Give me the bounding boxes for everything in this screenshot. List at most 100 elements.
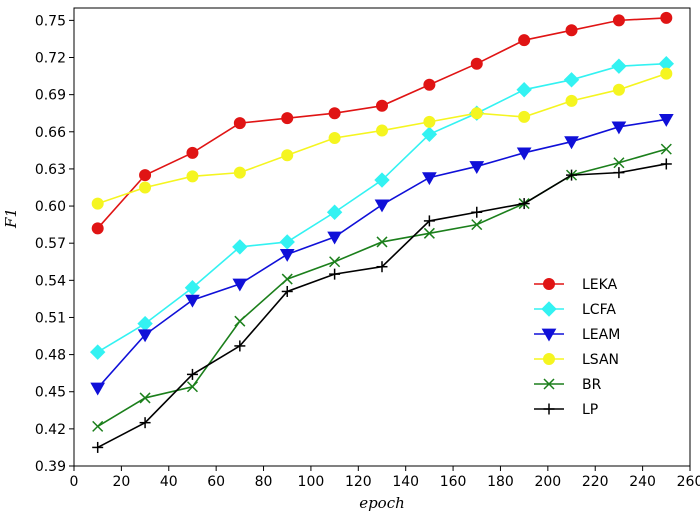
x-tick-label: 0 [70, 474, 79, 490]
data-point-br-stroke [471, 219, 483, 231]
data-point-br [186, 381, 198, 393]
data-point-leka-shape [660, 11, 673, 24]
data-point-lcfa [563, 72, 580, 88]
data-point-leka [565, 24, 578, 37]
data-point-lp [660, 158, 672, 170]
legend-item-lcfa: LCFA [534, 301, 616, 318]
data-point-lp [566, 169, 578, 181]
data-point-leam [516, 147, 532, 161]
data-point-leam [422, 172, 437, 186]
data-point-leka-shape [91, 222, 104, 235]
data-point-leam-shape [611, 121, 627, 135]
data-point-leam [232, 278, 248, 292]
plot-area [89, 11, 675, 453]
data-point-leka-shape [518, 34, 531, 47]
data-point-leam-shape [137, 329, 153, 343]
data-point-lsan [612, 83, 625, 96]
data-point-lsan [328, 131, 341, 144]
data-point-leka-shape [233, 117, 246, 130]
x-tick-label: 200 [534, 474, 561, 490]
data-point-lp [186, 368, 198, 380]
data-point-lp [234, 340, 246, 352]
data-point-lsan-shape [139, 181, 152, 194]
data-point-leka [91, 222, 104, 235]
legend-label-br: BR [582, 377, 602, 393]
data-point-lp [92, 441, 104, 453]
legend-label-leka: LEKA [582, 277, 618, 293]
data-point-lcfa [89, 344, 106, 360]
data-point-lsan-shape [328, 131, 341, 144]
y-tick-label: 0.75 [35, 13, 66, 29]
x-tick-label: 240 [629, 474, 656, 490]
data-point-lsan [281, 149, 294, 162]
data-point-lcfa-shape [516, 81, 532, 98]
x-tick-label: 220 [582, 474, 609, 490]
x-tick-label: 60 [207, 474, 225, 490]
data-point-lcfa [611, 58, 627, 74]
data-point-lcfa-shape [611, 58, 627, 74]
data-point-br [423, 227, 435, 239]
data-point-leam-shape [327, 231, 342, 245]
data-point-leka [233, 117, 246, 130]
data-point-br-stroke [329, 256, 341, 268]
data-point-lcfa [326, 204, 343, 220]
legend-marker-lsan-shape [543, 353, 555, 365]
x-tick-label: 20 [112, 474, 130, 490]
legend-label-leam: LEAM [582, 327, 620, 343]
legend-marker-lsan [543, 353, 555, 365]
data-point-lcfa-shape [326, 204, 343, 220]
x-axis-title: epoch [359, 494, 405, 512]
data-point-br [281, 273, 293, 285]
data-point-lp [423, 215, 435, 227]
data-point-leam [564, 136, 579, 150]
data-point-br-stroke [423, 227, 435, 239]
data-point-lsan-shape [281, 149, 294, 162]
series-lsan [91, 67, 673, 210]
y-tick-label: 0.39 [35, 459, 66, 475]
legend-marker-br [543, 378, 555, 390]
data-point-lp [613, 167, 625, 179]
data-point-leka [328, 107, 341, 120]
y-tick-label: 0.48 [35, 348, 66, 364]
data-point-leam-shape [185, 294, 200, 308]
data-point-br-stroke [376, 236, 388, 248]
data-point-lp [329, 268, 341, 280]
data-point-br-stroke [281, 273, 293, 285]
data-point-lsan-shape [186, 170, 199, 183]
y-tick-label: 0.69 [35, 88, 66, 104]
data-point-leam [327, 231, 342, 245]
legend: LEKA LCFA LEAM LSAN BR LP [534, 277, 620, 418]
data-point-leam-shape [374, 199, 390, 213]
y-tick-label: 0.51 [35, 310, 66, 326]
data-point-lsan-shape [612, 83, 625, 96]
data-point-lsan-shape [470, 107, 483, 120]
data-point-br-stroke [234, 315, 246, 327]
legend-marker-leka [543, 278, 555, 290]
legend-label-lcfa: LCFA [582, 302, 616, 318]
data-point-leam-shape [279, 248, 295, 262]
y-tick-label: 0.60 [35, 199, 66, 215]
data-point-leka-shape [186, 146, 199, 159]
data-point-lcfa-shape [374, 172, 390, 188]
data-point-lsan-shape [233, 166, 246, 179]
data-point-lcfa-shape [232, 239, 248, 255]
x-tick-label: 80 [255, 474, 273, 490]
x-tick-label: 40 [160, 474, 178, 490]
data-point-lcfa-shape [279, 234, 295, 250]
legend-item-lsan: LSAN [534, 352, 619, 368]
data-point-br [376, 236, 388, 248]
data-point-lcfa [279, 234, 295, 250]
data-point-lcfa-shape [184, 280, 201, 296]
y-axis-title: F1 [2, 208, 20, 229]
legend-marker-lp [543, 403, 555, 415]
data-point-lsan [376, 124, 388, 137]
data-point-lp [281, 285, 293, 297]
data-point-leam [611, 121, 627, 135]
data-point-leam [137, 329, 153, 343]
y-tick-label: 0.72 [35, 51, 66, 67]
data-point-lcfa [232, 239, 248, 255]
y-tick-label: 0.66 [35, 125, 66, 141]
data-point-lsan [518, 110, 531, 123]
data-point-lcfa [374, 172, 390, 188]
